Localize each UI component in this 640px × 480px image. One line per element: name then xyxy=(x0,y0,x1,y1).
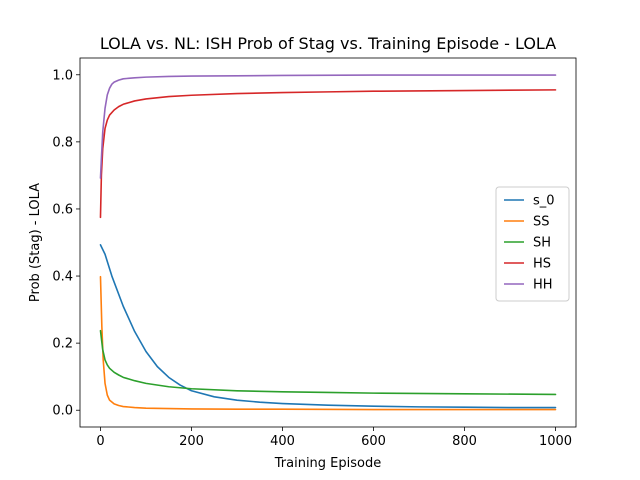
legend-box xyxy=(495,186,570,302)
plot-area xyxy=(99,74,557,411)
legend-label-hs: HS xyxy=(533,257,551,272)
series-line-ss xyxy=(99,275,557,411)
legend-label-hh: HH xyxy=(533,278,553,293)
y-tick-label: 0.4 xyxy=(52,270,73,285)
y-tick-label: 0.6 xyxy=(52,202,73,217)
y-tick-label: 0.0 xyxy=(52,404,73,419)
x-tick-label: 200 xyxy=(179,434,204,449)
x-tick-label: 1000 xyxy=(539,434,572,449)
legend-label-s-0: s_0 xyxy=(533,194,555,209)
y-axis-label: Prob (Stag) - LOLA xyxy=(28,183,43,302)
legend-label-sh: SH xyxy=(533,236,551,251)
series-line-s-0 xyxy=(99,244,557,409)
legend-label-ss: SS xyxy=(533,215,550,230)
y-axis: 0.0 0.2 0.4 0.6 0.8 1.0 xyxy=(52,68,80,419)
x-tick-label: 800 xyxy=(452,434,477,449)
x-axis-label: Training Episode xyxy=(274,456,381,471)
plot-frame xyxy=(79,57,577,428)
series-line-hs xyxy=(99,89,557,219)
x-tick-label: 0 xyxy=(96,434,104,449)
x-tick-label: 400 xyxy=(270,434,295,449)
series-line-hh xyxy=(99,74,557,179)
x-axis: 0 200 400 600 800 1000 xyxy=(96,427,572,449)
x-tick-label: 600 xyxy=(361,434,386,449)
series-line-sh xyxy=(99,329,557,396)
legend: s_0 SS SH HS HH xyxy=(495,186,570,302)
y-tick-label: 1.0 xyxy=(52,68,73,83)
chart-title: LOLA vs. NL: ISH Prob of Stag vs. Traini… xyxy=(100,34,556,53)
y-tick-label: 0.2 xyxy=(52,337,73,352)
y-tick-label: 0.8 xyxy=(52,135,73,150)
